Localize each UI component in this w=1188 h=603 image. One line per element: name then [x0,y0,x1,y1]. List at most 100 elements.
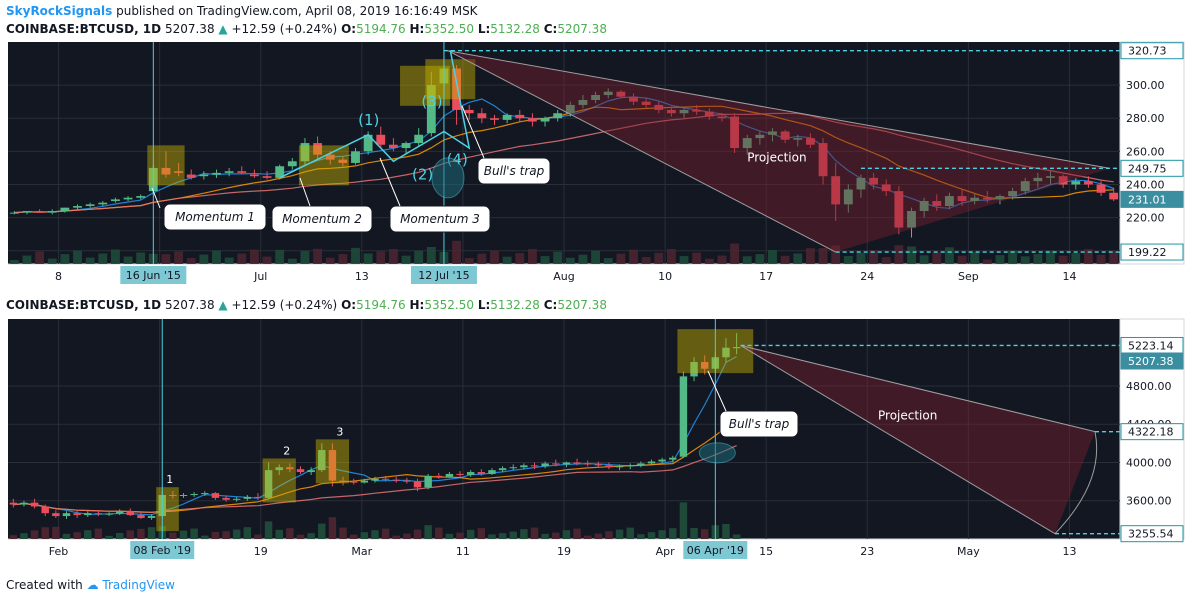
volume-bar [98,253,108,264]
volume-bar [22,255,32,264]
candle-body [414,134,424,144]
x-tick-label: 13 [1062,545,1076,558]
volume-bar [147,527,156,539]
volume-bar [186,258,196,264]
ellipse-marker [431,157,465,199]
volume-bar [243,527,252,539]
close-label: C: [543,22,558,36]
candle-body [654,104,664,110]
x-tick-label: 17 [759,270,773,283]
volume-bar [464,258,474,264]
volume-bar [388,249,398,264]
low-value-2: 5132.28 [490,298,540,312]
candle-body [881,184,891,192]
chart-2019[interactable]: 3600.004000.004400.004800.00Feb1119Mar11… [0,315,1188,569]
open-label: O: [341,22,357,36]
volume-bar [658,530,666,539]
volume-bar [679,502,688,539]
low-label: L: [477,22,491,36]
date-marker-label: 16 Jun '15 [126,269,181,282]
candle-body [169,495,177,496]
candle-body [907,210,916,228]
volume-bar [690,528,698,539]
price-tag-low-bg [1120,243,1184,261]
bulls-trap-callout-box [477,157,551,185]
volume-bar [881,257,891,264]
candle-body [94,513,103,515]
high-value: 5352.50 [424,22,474,36]
chart-2015[interactable]: 200.00220.00240.00260.00280.00300.00822J… [0,38,1188,293]
volume-bar [9,535,18,539]
volume-bar [669,528,677,539]
momentum-1-callout: Momentum 1 [175,210,255,224]
symbol-label: COINBASE:BTCUSD, 1D [6,22,162,36]
candle-body [318,450,326,471]
date-marker-bg [130,541,195,559]
candle-body [211,493,220,498]
candle-body [742,138,752,149]
candle-body [328,450,337,481]
volume-bar [190,528,198,539]
volume-bar [831,245,841,264]
volume-bar [957,255,967,264]
tradingview-brand[interactable]: TradingView [102,578,175,592]
volume-bar [73,532,81,539]
volume-bar [351,247,360,264]
candle-body [363,134,373,152]
projection-line-lower [740,345,1056,535]
momentum-2-callout-box [271,205,373,233]
callout-pointer [151,187,161,209]
candle-body [527,118,537,122]
x-tick-label: 19 [557,545,571,558]
volume-bar [338,254,348,264]
volume-bar [700,529,709,539]
momentum-1-callout-box [163,203,267,231]
candle-body [717,116,727,119]
candle-body [456,473,464,475]
highlight-box [298,145,349,186]
candle-body [919,201,929,211]
date-marker-bg [410,266,477,284]
candle-body [520,465,528,468]
wave-label: 2 [283,444,290,457]
candle-body [275,467,283,471]
volume-bar [307,533,315,539]
y-tick-label: 3600.00 [1126,495,1172,508]
candle-body [351,151,360,163]
author-name[interactable]: SkyRockSignals [6,4,113,18]
volume-bar [199,254,209,264]
volume-bar [84,530,92,539]
candle-body [73,513,81,516]
candle-body [995,196,1005,200]
volume-bar [110,249,120,264]
projection-label: Projection [747,150,806,164]
volume-bar [105,535,113,539]
candle-body [869,177,879,185]
high-value-2: 5352.50 [424,298,474,312]
volume-bar [856,252,866,264]
candle-body [466,472,475,475]
candle-body [541,463,549,467]
price-tag-low: 3255.54 [1128,528,1174,541]
volume-bar [818,248,828,264]
volume-bar [30,530,39,539]
x-tick-label: 15 [759,545,773,558]
candle-body [594,464,603,466]
volume-bar [527,249,537,264]
candle-body [768,131,777,135]
highlight-box [400,65,450,106]
candle-body [573,462,581,464]
candle-body [35,210,45,213]
candle-body [426,85,436,134]
candle-body [629,96,638,102]
candle-body [371,478,379,481]
candle-body [502,114,512,120]
volume-bar [591,250,601,264]
candle-body [700,362,709,369]
volume-bar [894,245,904,264]
volume-bar [249,249,259,264]
candle-body [41,506,49,514]
bulls-trap-callout: Bull's trap [484,164,545,178]
y-tick-label: 300.00 [1126,79,1165,92]
volume-bar [161,254,171,264]
